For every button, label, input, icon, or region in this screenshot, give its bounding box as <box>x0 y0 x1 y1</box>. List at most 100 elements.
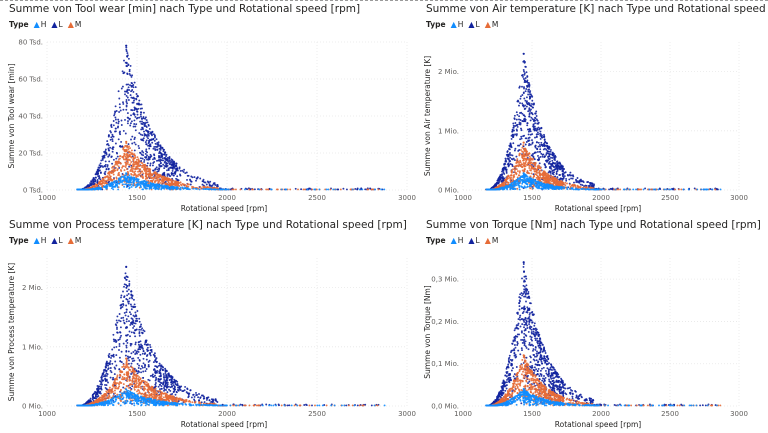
scatter-point[interactable] <box>539 155 542 158</box>
scatter-point[interactable] <box>538 187 541 190</box>
scatter-point[interactable] <box>315 188 318 191</box>
scatter-point[interactable] <box>165 179 168 181</box>
scatter-point[interactable] <box>125 163 128 166</box>
scatter-point[interactable] <box>104 150 107 153</box>
scatter-point[interactable] <box>555 173 558 175</box>
scatter-point[interactable] <box>507 181 510 184</box>
scatter-point[interactable] <box>139 184 142 187</box>
scatter-point[interactable] <box>105 184 108 187</box>
scatter-point[interactable] <box>98 164 101 167</box>
scatter-point[interactable] <box>145 119 148 122</box>
scatter-point[interactable] <box>127 183 130 186</box>
scatter-point[interactable] <box>90 183 93 186</box>
scatter-point[interactable] <box>197 396 200 399</box>
scatter-point[interactable] <box>128 145 130 148</box>
chart-panel-tool-wear[interactable]: Summe von Tool wear [min] nach Type und … <box>0 0 416 216</box>
scatter-point[interactable] <box>144 141 147 144</box>
scatter-point[interactable] <box>696 188 699 191</box>
scatter-point[interactable] <box>112 171 115 174</box>
scatter-point[interactable] <box>528 104 531 107</box>
scatter-point[interactable] <box>162 148 165 151</box>
scatter-point[interactable] <box>548 153 551 156</box>
scatter-point[interactable] <box>83 188 86 191</box>
scatter-point[interactable] <box>520 163 523 166</box>
scatter-point[interactable] <box>164 186 167 189</box>
scatter-point[interactable] <box>552 180 555 183</box>
scatter-point[interactable] <box>510 145 513 148</box>
scatter-point[interactable] <box>135 178 138 181</box>
scatter-point[interactable] <box>114 166 117 169</box>
scatter-point[interactable] <box>572 188 575 191</box>
scatter-point[interactable] <box>201 183 204 186</box>
scatter-point[interactable] <box>132 86 135 89</box>
scatter-point[interactable] <box>187 185 190 188</box>
scatter-point[interactable] <box>132 101 135 104</box>
scatter-point[interactable] <box>518 152 521 155</box>
scatter-point[interactable] <box>100 159 103 162</box>
scatter-point[interactable] <box>111 166 114 169</box>
scatter-point[interactable] <box>567 174 570 177</box>
scatter-point[interactable] <box>528 91 531 94</box>
scatter-point[interactable] <box>130 120 133 123</box>
scatter-point[interactable] <box>107 134 110 137</box>
scatter-point[interactable] <box>503 188 505 191</box>
scatter-point[interactable] <box>128 280 131 283</box>
scatter-point[interactable] <box>515 168 518 171</box>
scatter-point[interactable] <box>546 159 549 162</box>
scatter-point[interactable] <box>564 181 567 184</box>
scatter-point[interactable] <box>149 162 152 165</box>
scatter-point[interactable] <box>545 186 548 189</box>
scatter-point[interactable] <box>518 144 521 147</box>
scatter-point[interactable] <box>167 168 170 171</box>
scatter-point[interactable] <box>524 77 527 80</box>
scatter-point[interactable] <box>160 179 162 182</box>
scatter-point[interactable] <box>549 148 552 151</box>
scatter-point[interactable] <box>117 125 120 128</box>
scatter-point[interactable] <box>97 172 100 175</box>
scatter-point[interactable] <box>499 184 502 187</box>
scatter-point[interactable] <box>137 144 140 147</box>
scatter-point[interactable] <box>130 114 132 117</box>
scatter-point[interactable] <box>112 173 115 176</box>
scatter-point[interactable] <box>570 187 573 190</box>
scatter-point[interactable] <box>116 186 119 188</box>
scatter-point[interactable] <box>534 136 536 139</box>
scatter-point[interactable] <box>112 168 115 171</box>
scatter-point[interactable] <box>108 184 111 187</box>
scatter-point[interactable] <box>511 158 514 161</box>
scatter-point[interactable] <box>114 110 117 113</box>
scatter-point[interactable] <box>512 168 515 171</box>
scatter-point[interactable] <box>134 125 137 128</box>
scatter-point[interactable] <box>540 183 543 186</box>
scatter-point[interactable] <box>120 124 123 126</box>
scatter-point[interactable] <box>179 186 182 189</box>
scatter-point[interactable] <box>108 174 111 176</box>
scatter-point[interactable] <box>504 159 507 162</box>
scatter-point[interactable] <box>551 188 554 191</box>
scatter-point[interactable] <box>515 184 518 187</box>
scatter-point[interactable] <box>161 173 164 176</box>
scatter-point[interactable] <box>565 177 568 180</box>
scatter-point[interactable] <box>140 153 143 156</box>
scatter-point[interactable] <box>524 165 527 168</box>
scatter-point[interactable] <box>163 374 165 377</box>
scatter-point[interactable] <box>161 180 164 183</box>
scatter-point[interactable] <box>119 320 122 323</box>
scatter-point[interactable] <box>512 142 515 145</box>
scatter-point[interactable] <box>258 188 261 191</box>
scatter-point[interactable] <box>166 164 169 167</box>
scatter-point[interactable] <box>115 177 118 180</box>
scatter-point[interactable] <box>520 135 523 138</box>
scatter-point[interactable] <box>100 186 103 189</box>
scatter-point[interactable] <box>171 183 174 186</box>
scatter-point[interactable] <box>159 156 162 159</box>
scatter-point[interactable] <box>124 183 126 186</box>
scatter-point[interactable] <box>159 165 162 168</box>
scatter-point[interactable] <box>642 188 645 191</box>
scatter-point[interactable] <box>156 179 159 182</box>
scatter-point[interactable] <box>156 178 159 180</box>
scatter-point[interactable] <box>141 175 144 178</box>
scatter-point[interactable] <box>125 156 128 159</box>
scatter-point[interactable] <box>154 188 157 191</box>
scatter-point[interactable] <box>635 188 637 191</box>
